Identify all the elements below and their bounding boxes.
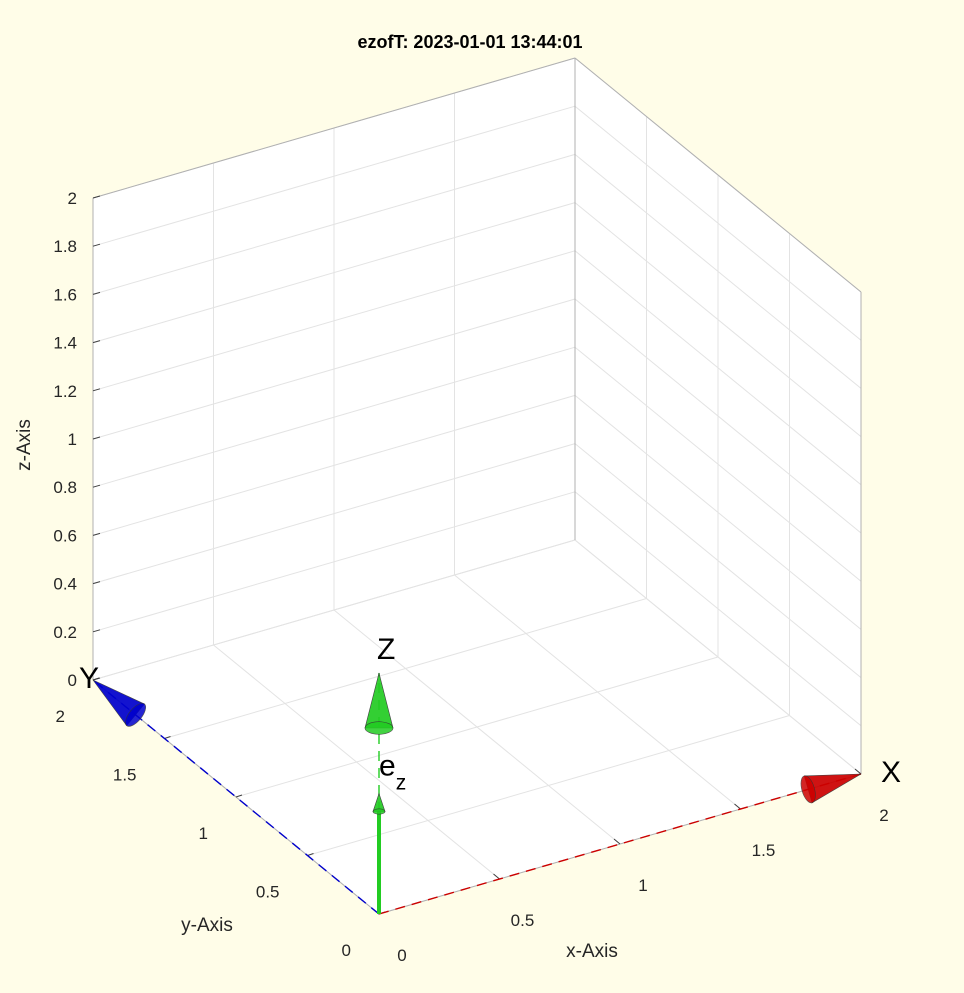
z-tick-label: 1.6 [53, 285, 77, 304]
vector-label: Y [79, 662, 99, 695]
z-tick-label: 1.8 [53, 237, 77, 256]
z-tick-label: 1 [68, 430, 77, 449]
z-tick-label: 1.4 [53, 334, 77, 353]
x-tick-label: 1.5 [752, 841, 776, 860]
tick-mark [235, 794, 243, 798]
x-tick-label: 0.5 [511, 911, 535, 930]
tick-mark [92, 629, 101, 633]
grid-line [164, 598, 647, 739]
vector-arrowhead-base [800, 775, 816, 804]
y-axis-label: y-Axis [181, 915, 233, 936]
grid-line [92, 105, 576, 247]
top-right-edge [574, 57, 862, 293]
grid-line [574, 202, 862, 437]
x-tick-label: 0 [397, 946, 406, 965]
tick-mark [92, 340, 101, 344]
tick-mark [307, 853, 314, 856]
y-tick-label: 0.5 [256, 883, 280, 902]
chart-title: ezofT: 2023-01-01 13:44:01 [357, 32, 582, 52]
grid-line [92, 153, 576, 295]
vector-label: Z [377, 633, 395, 666]
tick-mark [164, 736, 171, 739]
z-tick-label: 0.2 [53, 623, 77, 642]
grid-line [92, 539, 576, 681]
vector-arrowhead-base [372, 808, 386, 815]
grid-line [574, 298, 862, 534]
tick-mark [92, 388, 101, 392]
x-axis-label: x-Axis [566, 941, 618, 962]
grid-line [574, 395, 862, 630]
tick-mark [734, 803, 741, 810]
x-tick-label: 2 [879, 806, 888, 825]
grid-line [574, 154, 862, 389]
grid-line [235, 656, 719, 798]
grid-line [92, 298, 576, 440]
tick-mark [92, 484, 101, 488]
grid-line [92, 443, 576, 585]
y-tick-label: 0 [342, 941, 351, 960]
z-axis-label: z-Axis [14, 419, 35, 471]
grid-line [92, 202, 576, 344]
grid-line [92, 491, 576, 633]
top-back-edge [92, 57, 576, 199]
grid-line [574, 491, 862, 727]
x-tick-label: 1 [638, 876, 647, 895]
tick-mark [92, 243, 101, 247]
tick-mark [92, 436, 101, 440]
grid-line [92, 250, 576, 392]
grid-line [92, 346, 576, 488]
tick-mark [92, 532, 101, 536]
z-tick-label: 2 [68, 189, 77, 208]
vector-label: X [881, 756, 901, 789]
z-tick-label: 0.6 [53, 526, 77, 545]
vector-arrowhead-base [364, 721, 394, 735]
tick-mark [92, 581, 101, 585]
z-tick-label: 0.8 [53, 478, 77, 497]
grid-line [92, 394, 576, 536]
tick-mark [493, 873, 500, 880]
grid-line [307, 715, 790, 856]
tick-mark [613, 838, 621, 845]
grid-line [574, 346, 862, 582]
tick-mark [92, 291, 101, 295]
grid-line [574, 250, 862, 486]
z-tick-label: 1.2 [53, 382, 77, 401]
axes-panes [93, 58, 861, 914]
vector-arrowhead-base [125, 702, 146, 727]
grid-line [574, 443, 862, 678]
tick-labels: 00.511.5200.511.5200.20.40.60.811.21.41.… [53, 189, 888, 965]
y-tick-label: 1 [199, 824, 208, 843]
tick-mark [92, 677, 101, 681]
z-tick-label: 0 [68, 671, 77, 690]
y-tick-label: 1.5 [113, 766, 137, 785]
z-tick-label: 0.4 [53, 575, 77, 594]
grid-line [574, 105, 862, 341]
tick-mark [92, 195, 101, 199]
y-tick-label: 2 [56, 707, 65, 726]
tick-mark [854, 768, 862, 775]
grid-line [574, 539, 862, 775]
